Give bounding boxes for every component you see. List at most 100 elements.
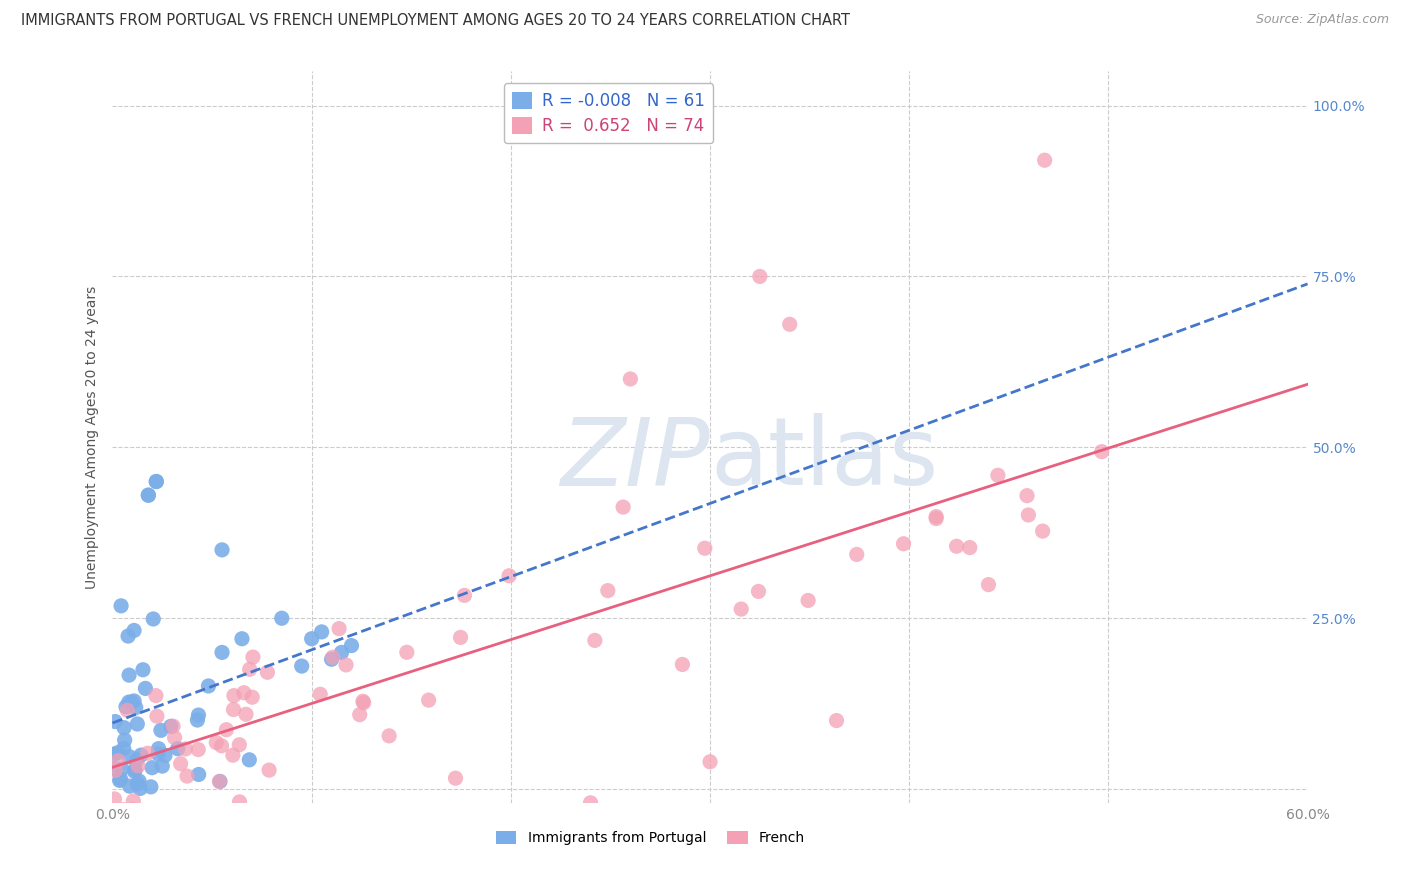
Point bbox=[115, 699, 138, 714]
Point bbox=[378, 729, 401, 743]
Point bbox=[128, 774, 150, 789]
Text: Source: ZipAtlas.com: Source: ZipAtlas.com bbox=[1256, 13, 1389, 27]
Point bbox=[395, 645, 418, 659]
Point bbox=[118, 695, 141, 709]
Point bbox=[893, 537, 915, 551]
Text: atlas: atlas bbox=[710, 413, 938, 505]
Point bbox=[129, 748, 152, 763]
Point bbox=[1015, 489, 1038, 503]
Point bbox=[160, 719, 183, 733]
Point bbox=[197, 679, 219, 693]
Point bbox=[222, 689, 245, 703]
Point bbox=[110, 772, 132, 787]
Point bbox=[107, 754, 129, 768]
Point bbox=[825, 714, 848, 728]
Point bbox=[103, 792, 125, 806]
Point bbox=[579, 796, 602, 810]
Point bbox=[104, 764, 127, 778]
Point bbox=[612, 500, 634, 514]
Point bbox=[142, 612, 165, 626]
Point bbox=[110, 599, 132, 613]
Point bbox=[136, 746, 159, 760]
Point bbox=[211, 739, 233, 753]
Point bbox=[222, 702, 245, 716]
Point bbox=[122, 794, 145, 808]
Text: ZIP: ZIP bbox=[561, 414, 710, 505]
Point bbox=[242, 650, 264, 665]
Point bbox=[748, 269, 770, 284]
Point bbox=[444, 771, 467, 785]
Point bbox=[121, 803, 143, 817]
Point bbox=[208, 774, 231, 789]
Point bbox=[215, 723, 238, 737]
Point bbox=[498, 568, 520, 582]
Point bbox=[693, 541, 716, 556]
Point bbox=[987, 468, 1010, 483]
Point bbox=[138, 488, 160, 502]
Point bbox=[186, 713, 208, 727]
Point bbox=[111, 762, 134, 776]
Point bbox=[122, 694, 145, 708]
Point bbox=[121, 695, 143, 709]
Point bbox=[162, 719, 184, 733]
Point bbox=[256, 665, 278, 680]
Point bbox=[945, 539, 967, 553]
Point bbox=[925, 509, 948, 524]
Point bbox=[124, 764, 146, 779]
Point bbox=[118, 668, 141, 682]
Point bbox=[148, 741, 170, 756]
Point bbox=[104, 714, 127, 729]
Point bbox=[671, 657, 693, 672]
Legend: Immigrants from Portugal, French: Immigrants from Portugal, French bbox=[491, 826, 810, 851]
Point bbox=[596, 583, 619, 598]
Point bbox=[146, 709, 169, 723]
Point bbox=[163, 731, 186, 745]
Point bbox=[231, 632, 253, 646]
Point bbox=[145, 689, 167, 703]
Point bbox=[208, 774, 231, 789]
Point bbox=[959, 541, 981, 555]
Point bbox=[321, 652, 343, 666]
Point bbox=[238, 753, 260, 767]
Point bbox=[169, 756, 191, 771]
Point bbox=[328, 622, 350, 636]
Point bbox=[134, 681, 156, 696]
Point bbox=[211, 645, 233, 659]
Point bbox=[145, 475, 167, 489]
Point bbox=[166, 741, 188, 756]
Point bbox=[146, 747, 169, 761]
Point bbox=[118, 749, 141, 764]
Point bbox=[107, 746, 129, 760]
Point bbox=[619, 372, 641, 386]
Point bbox=[1032, 524, 1054, 538]
Point bbox=[232, 686, 254, 700]
Point bbox=[699, 755, 721, 769]
Point bbox=[797, 593, 820, 607]
Point bbox=[176, 769, 198, 783]
Point bbox=[139, 780, 162, 794]
Point bbox=[138, 488, 160, 502]
Point bbox=[352, 694, 374, 708]
Point bbox=[112, 721, 135, 735]
Text: IMMIGRANTS FROM PORTUGAL VS FRENCH UNEMPLOYMENT AMONG AGES 20 TO 24 YEARS CORREL: IMMIGRANTS FROM PORTUGAL VS FRENCH UNEMP… bbox=[21, 13, 851, 29]
Point bbox=[335, 657, 357, 672]
Point bbox=[112, 803, 135, 817]
Point bbox=[124, 763, 146, 777]
Point bbox=[418, 693, 440, 707]
Point bbox=[211, 542, 233, 557]
Point bbox=[240, 690, 263, 705]
Point bbox=[583, 633, 606, 648]
Y-axis label: Unemployment Among Ages 20 to 24 years: Unemployment Among Ages 20 to 24 years bbox=[84, 285, 98, 589]
Point bbox=[174, 742, 197, 756]
Point bbox=[270, 611, 292, 625]
Point bbox=[141, 761, 163, 775]
Point bbox=[235, 707, 257, 722]
Point bbox=[309, 687, 332, 701]
Point bbox=[228, 795, 250, 809]
Point bbox=[129, 781, 152, 796]
Point bbox=[257, 763, 280, 777]
Point bbox=[222, 748, 245, 763]
Point bbox=[125, 700, 148, 714]
Point bbox=[349, 707, 371, 722]
Point bbox=[747, 584, 769, 599]
